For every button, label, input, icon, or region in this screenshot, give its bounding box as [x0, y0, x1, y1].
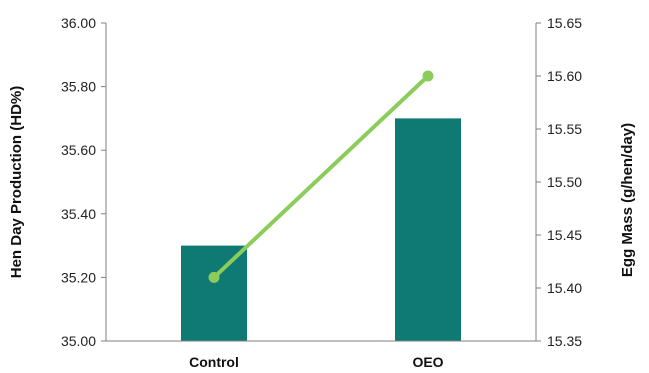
line-series	[208, 70, 434, 283]
left-axis-title: Hen Day Production (HD%)	[8, 86, 25, 279]
left-tick-label: 36.00	[61, 15, 96, 31]
right-tick-label: 15.50	[547, 174, 582, 190]
x-axis: Control OEO	[106, 340, 536, 370]
bar-oeo	[395, 118, 461, 342]
right-tick-label: 15.40	[547, 280, 582, 296]
category-label: OEO	[412, 354, 443, 370]
left-y-axis: 35.00 35.20 35.40 35.60 35.80 36.00	[61, 15, 107, 349]
left-tick-label: 35.40	[61, 206, 96, 222]
left-tick-label: 35.60	[61, 142, 96, 158]
left-tick-label: 35.00	[61, 333, 96, 349]
left-tick-label: 35.80	[61, 79, 96, 95]
right-axis-title: Egg Mass (g/hen/day)	[619, 123, 636, 277]
bar-control	[181, 245, 247, 341]
category-label: Control	[189, 354, 239, 370]
right-tick-label: 15.65	[547, 15, 582, 31]
bar-series	[181, 118, 461, 342]
egg-mass-point-control	[208, 271, 220, 283]
right-tick-label: 15.45	[547, 227, 582, 243]
right-tick-label: 15.55	[547, 121, 582, 137]
egg-mass-point-oeo	[422, 70, 434, 82]
right-tick-label: 15.35	[547, 333, 582, 349]
right-tick-label: 15.60	[547, 68, 582, 84]
egg-mass-line	[212, 74, 430, 280]
right-y-axis: 15.35 15.40 15.45 15.50 15.55 15.60 15.65	[535, 15, 582, 349]
left-tick-label: 35.20	[61, 269, 96, 285]
